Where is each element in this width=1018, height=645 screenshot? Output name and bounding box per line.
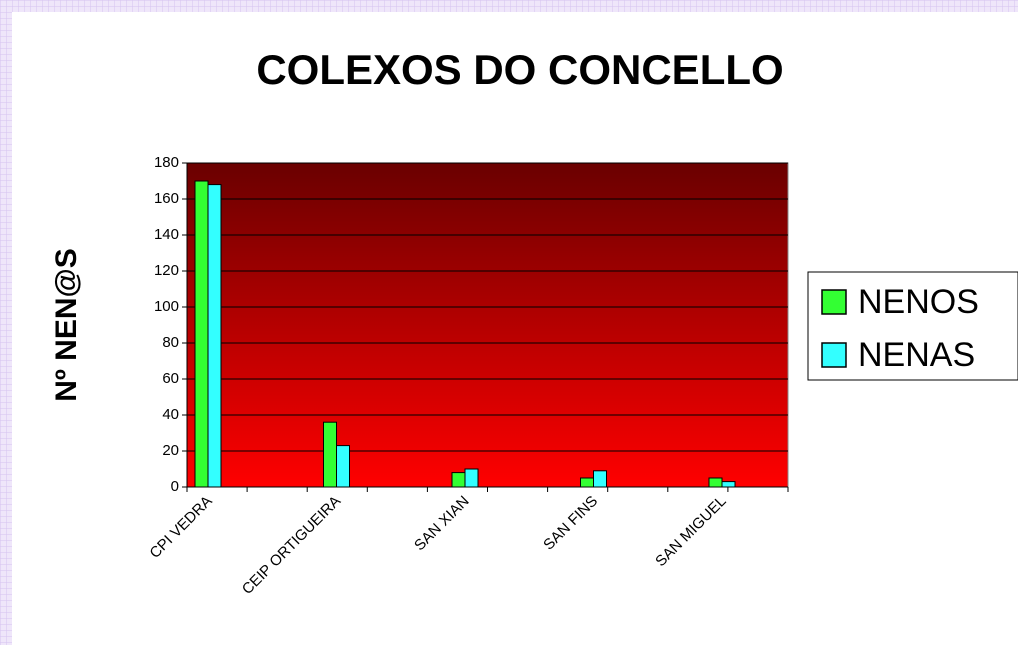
chart-title: COLEXOS DO CONCELLO bbox=[256, 46, 783, 93]
x-tick-label: SAN MIGUEL bbox=[652, 493, 729, 570]
bar bbox=[194, 180, 209, 488]
bar bbox=[721, 481, 736, 488]
y-tick-label: 180 bbox=[154, 154, 179, 171]
y-tick-label: 120 bbox=[154, 262, 179, 279]
y-tick-label: 0 bbox=[171, 478, 179, 495]
bar bbox=[323, 421, 337, 488]
legend-label: NENAS bbox=[858, 336, 975, 374]
legend-swatch bbox=[821, 342, 847, 368]
y-tick-label: 160 bbox=[154, 190, 179, 207]
y-tick-label: 100 bbox=[154, 298, 179, 315]
y-tick-label: 20 bbox=[162, 442, 179, 459]
bar bbox=[708, 477, 723, 488]
x-tick-label: SAN XIAN bbox=[411, 493, 473, 555]
bar bbox=[336, 445, 350, 488]
frame-left bbox=[0, 0, 12, 645]
x-tick-label: SAN FINS bbox=[540, 493, 601, 554]
y-tick-label: 40 bbox=[162, 406, 179, 423]
y-tick-label: 60 bbox=[162, 370, 179, 387]
x-tick-label: CPI VEDRA bbox=[146, 493, 215, 562]
y-tick-label: 140 bbox=[154, 226, 179, 243]
bar bbox=[207, 184, 222, 488]
plot-area bbox=[186, 162, 789, 488]
legend-label: NENOS bbox=[858, 283, 979, 321]
bar bbox=[451, 472, 466, 488]
bar bbox=[464, 468, 479, 488]
y-axis-label: Nº NEN@S bbox=[50, 248, 83, 402]
legend-swatch bbox=[821, 289, 847, 315]
y-tick-label: 80 bbox=[162, 334, 179, 351]
bar bbox=[593, 470, 607, 488]
bar bbox=[580, 477, 594, 488]
x-tick-label: CEIP ORTIGUEIRA bbox=[239, 493, 344, 598]
frame-top bbox=[0, 0, 1018, 12]
